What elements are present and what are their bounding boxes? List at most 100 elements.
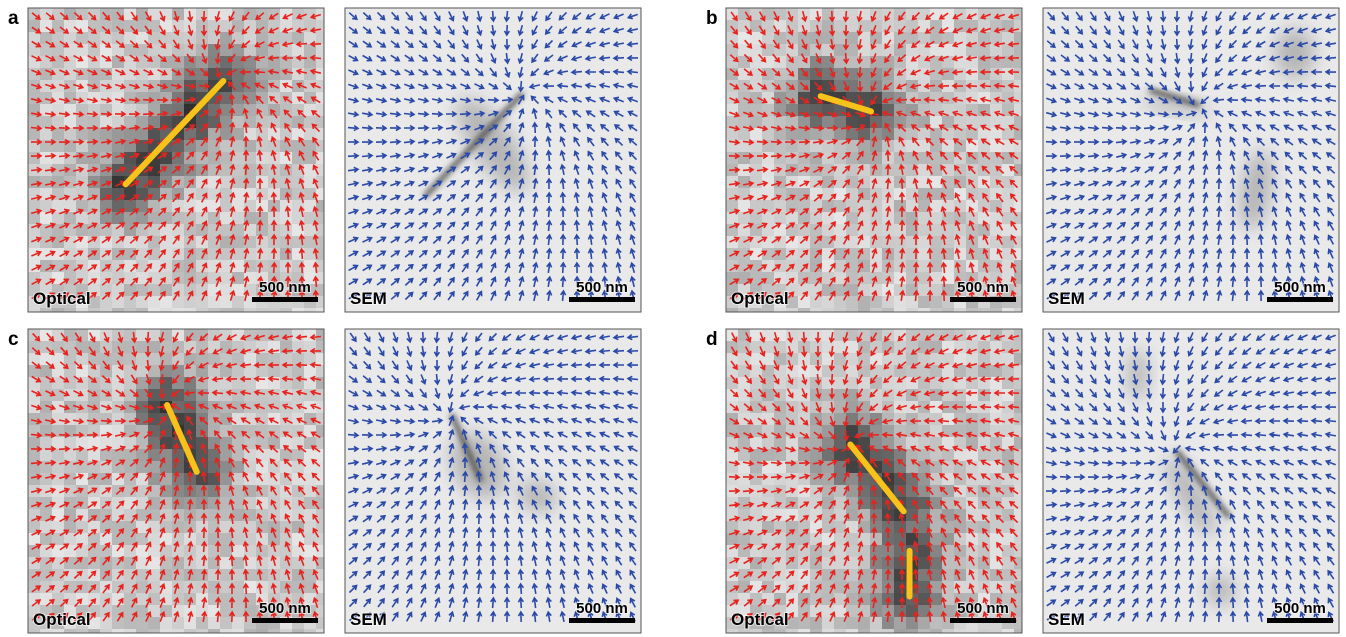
pixel [244, 104, 256, 116]
pixel [930, 629, 942, 633]
pixel [762, 629, 774, 633]
pixel [810, 329, 822, 341]
pixel [930, 353, 942, 365]
pixel [930, 272, 942, 284]
pixel [40, 449, 52, 461]
pixel [810, 497, 822, 509]
pixel [786, 308, 798, 312]
pixel [774, 545, 786, 557]
pixel [1014, 308, 1022, 312]
pixel [136, 44, 148, 56]
pixel [774, 389, 786, 401]
sem-image: SEM 500 nm [344, 328, 642, 634]
pixel [40, 329, 52, 341]
pixel [930, 473, 942, 485]
pixel [208, 593, 220, 605]
pixel [112, 296, 124, 308]
pixel [28, 545, 40, 557]
pixel [76, 425, 88, 437]
pixel [750, 521, 762, 533]
pixel [942, 68, 954, 80]
pixel [304, 308, 316, 312]
pixel [316, 260, 324, 272]
pixel [906, 20, 918, 32]
pixel [846, 497, 858, 509]
pixel [774, 44, 786, 56]
panel: d Optical 500 nm SEM 500 nm [706, 328, 1340, 634]
pixel [786, 329, 798, 341]
pixel [88, 629, 100, 633]
panel-letter: d [706, 329, 718, 350]
pixel [846, 80, 858, 92]
pixel [220, 128, 232, 140]
pixel [930, 260, 942, 272]
pixel [750, 353, 762, 365]
pixel [220, 401, 232, 413]
pixel [810, 353, 822, 365]
pixel [930, 284, 942, 296]
pixel [184, 308, 196, 312]
pixel [148, 128, 160, 140]
pixel [858, 176, 870, 188]
pixel [834, 449, 846, 461]
pixel [292, 533, 304, 545]
pixel [858, 629, 870, 633]
pixel [870, 449, 882, 461]
pixel [930, 617, 942, 629]
image-frame [27, 328, 325, 634]
pixel [196, 353, 208, 365]
pixel [822, 413, 834, 425]
pixel [1002, 44, 1014, 56]
pixel [280, 248, 292, 260]
pixel [822, 296, 834, 308]
pixel [750, 128, 762, 140]
pixel [148, 308, 160, 312]
pixel [930, 20, 942, 32]
pixel [256, 248, 268, 260]
pixel [918, 545, 930, 557]
pixel [52, 545, 64, 557]
pixel [882, 128, 894, 140]
pixel [858, 224, 870, 236]
pixel [28, 449, 40, 461]
scale-bar [252, 618, 318, 623]
pixel [196, 617, 208, 629]
pixel [64, 164, 76, 176]
pixel [942, 152, 954, 164]
pixel [256, 92, 268, 104]
pixel [858, 329, 870, 341]
pixel [774, 473, 786, 485]
pixel [184, 617, 196, 629]
pixel [208, 272, 220, 284]
pixel [124, 617, 136, 629]
pixel [966, 521, 978, 533]
pixel [112, 545, 124, 557]
pixel [136, 56, 148, 68]
pixel [148, 164, 160, 176]
pixel [774, 425, 786, 437]
pixel [834, 56, 846, 68]
pixel [918, 437, 930, 449]
pixel [1014, 248, 1022, 260]
pixel [966, 389, 978, 401]
pixel [40, 248, 52, 260]
pixel [232, 545, 244, 557]
pixel [942, 425, 954, 437]
pixel [220, 533, 232, 545]
pixel [232, 32, 244, 44]
pixel [834, 485, 846, 497]
pixel [124, 92, 136, 104]
pixel [810, 8, 822, 20]
pixel [160, 260, 172, 272]
pixel [184, 365, 196, 377]
pixel [798, 353, 810, 365]
pixel [316, 56, 324, 68]
pixel [304, 401, 316, 413]
pixel [88, 272, 100, 284]
pixel [846, 68, 858, 80]
pixel [256, 461, 268, 473]
pixel [316, 449, 324, 461]
panel: b Optical 500 nm SEM 500 nm [706, 7, 1340, 313]
pixel [858, 284, 870, 296]
pixel [112, 68, 124, 80]
